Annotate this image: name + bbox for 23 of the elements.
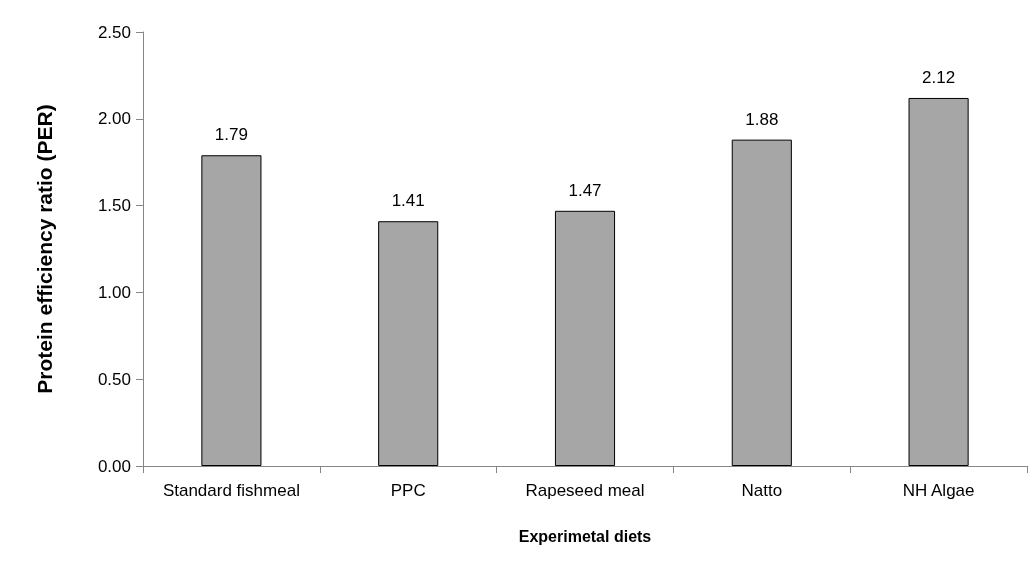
x-tick-label: PPC [390, 481, 426, 500]
y-tick-label: 1.50 [97, 196, 131, 216]
y-tick-label: 1.00 [97, 282, 131, 302]
data-label: 1.79 [214, 125, 248, 145]
x-tick-label: Natto [741, 481, 783, 500]
y-tick-label: 2.00 [97, 109, 131, 129]
x-tick-label: Standard fishmeal [162, 481, 300, 500]
bar [731, 139, 792, 466]
y-tick-label: 2.50 [97, 22, 131, 42]
x-tick-label: Rapeseed meal [525, 481, 645, 500]
x-tick-label: NH Algae [902, 481, 975, 500]
y-axis-title: Protein efficiency ratio (PER) [33, 104, 56, 394]
bar [908, 97, 969, 466]
x-axis-title: Experimetal diets [518, 527, 652, 545]
bar [378, 221, 439, 466]
y-tick-label: 0.00 [97, 456, 131, 476]
y-tick-label: 0.50 [97, 369, 131, 389]
data-label: 1.41 [391, 191, 425, 211]
data-label: 2.12 [922, 67, 956, 87]
data-label: 1.88 [745, 109, 779, 129]
data-label: 1.47 [568, 180, 602, 200]
bar [554, 210, 616, 466]
bar [201, 155, 262, 466]
